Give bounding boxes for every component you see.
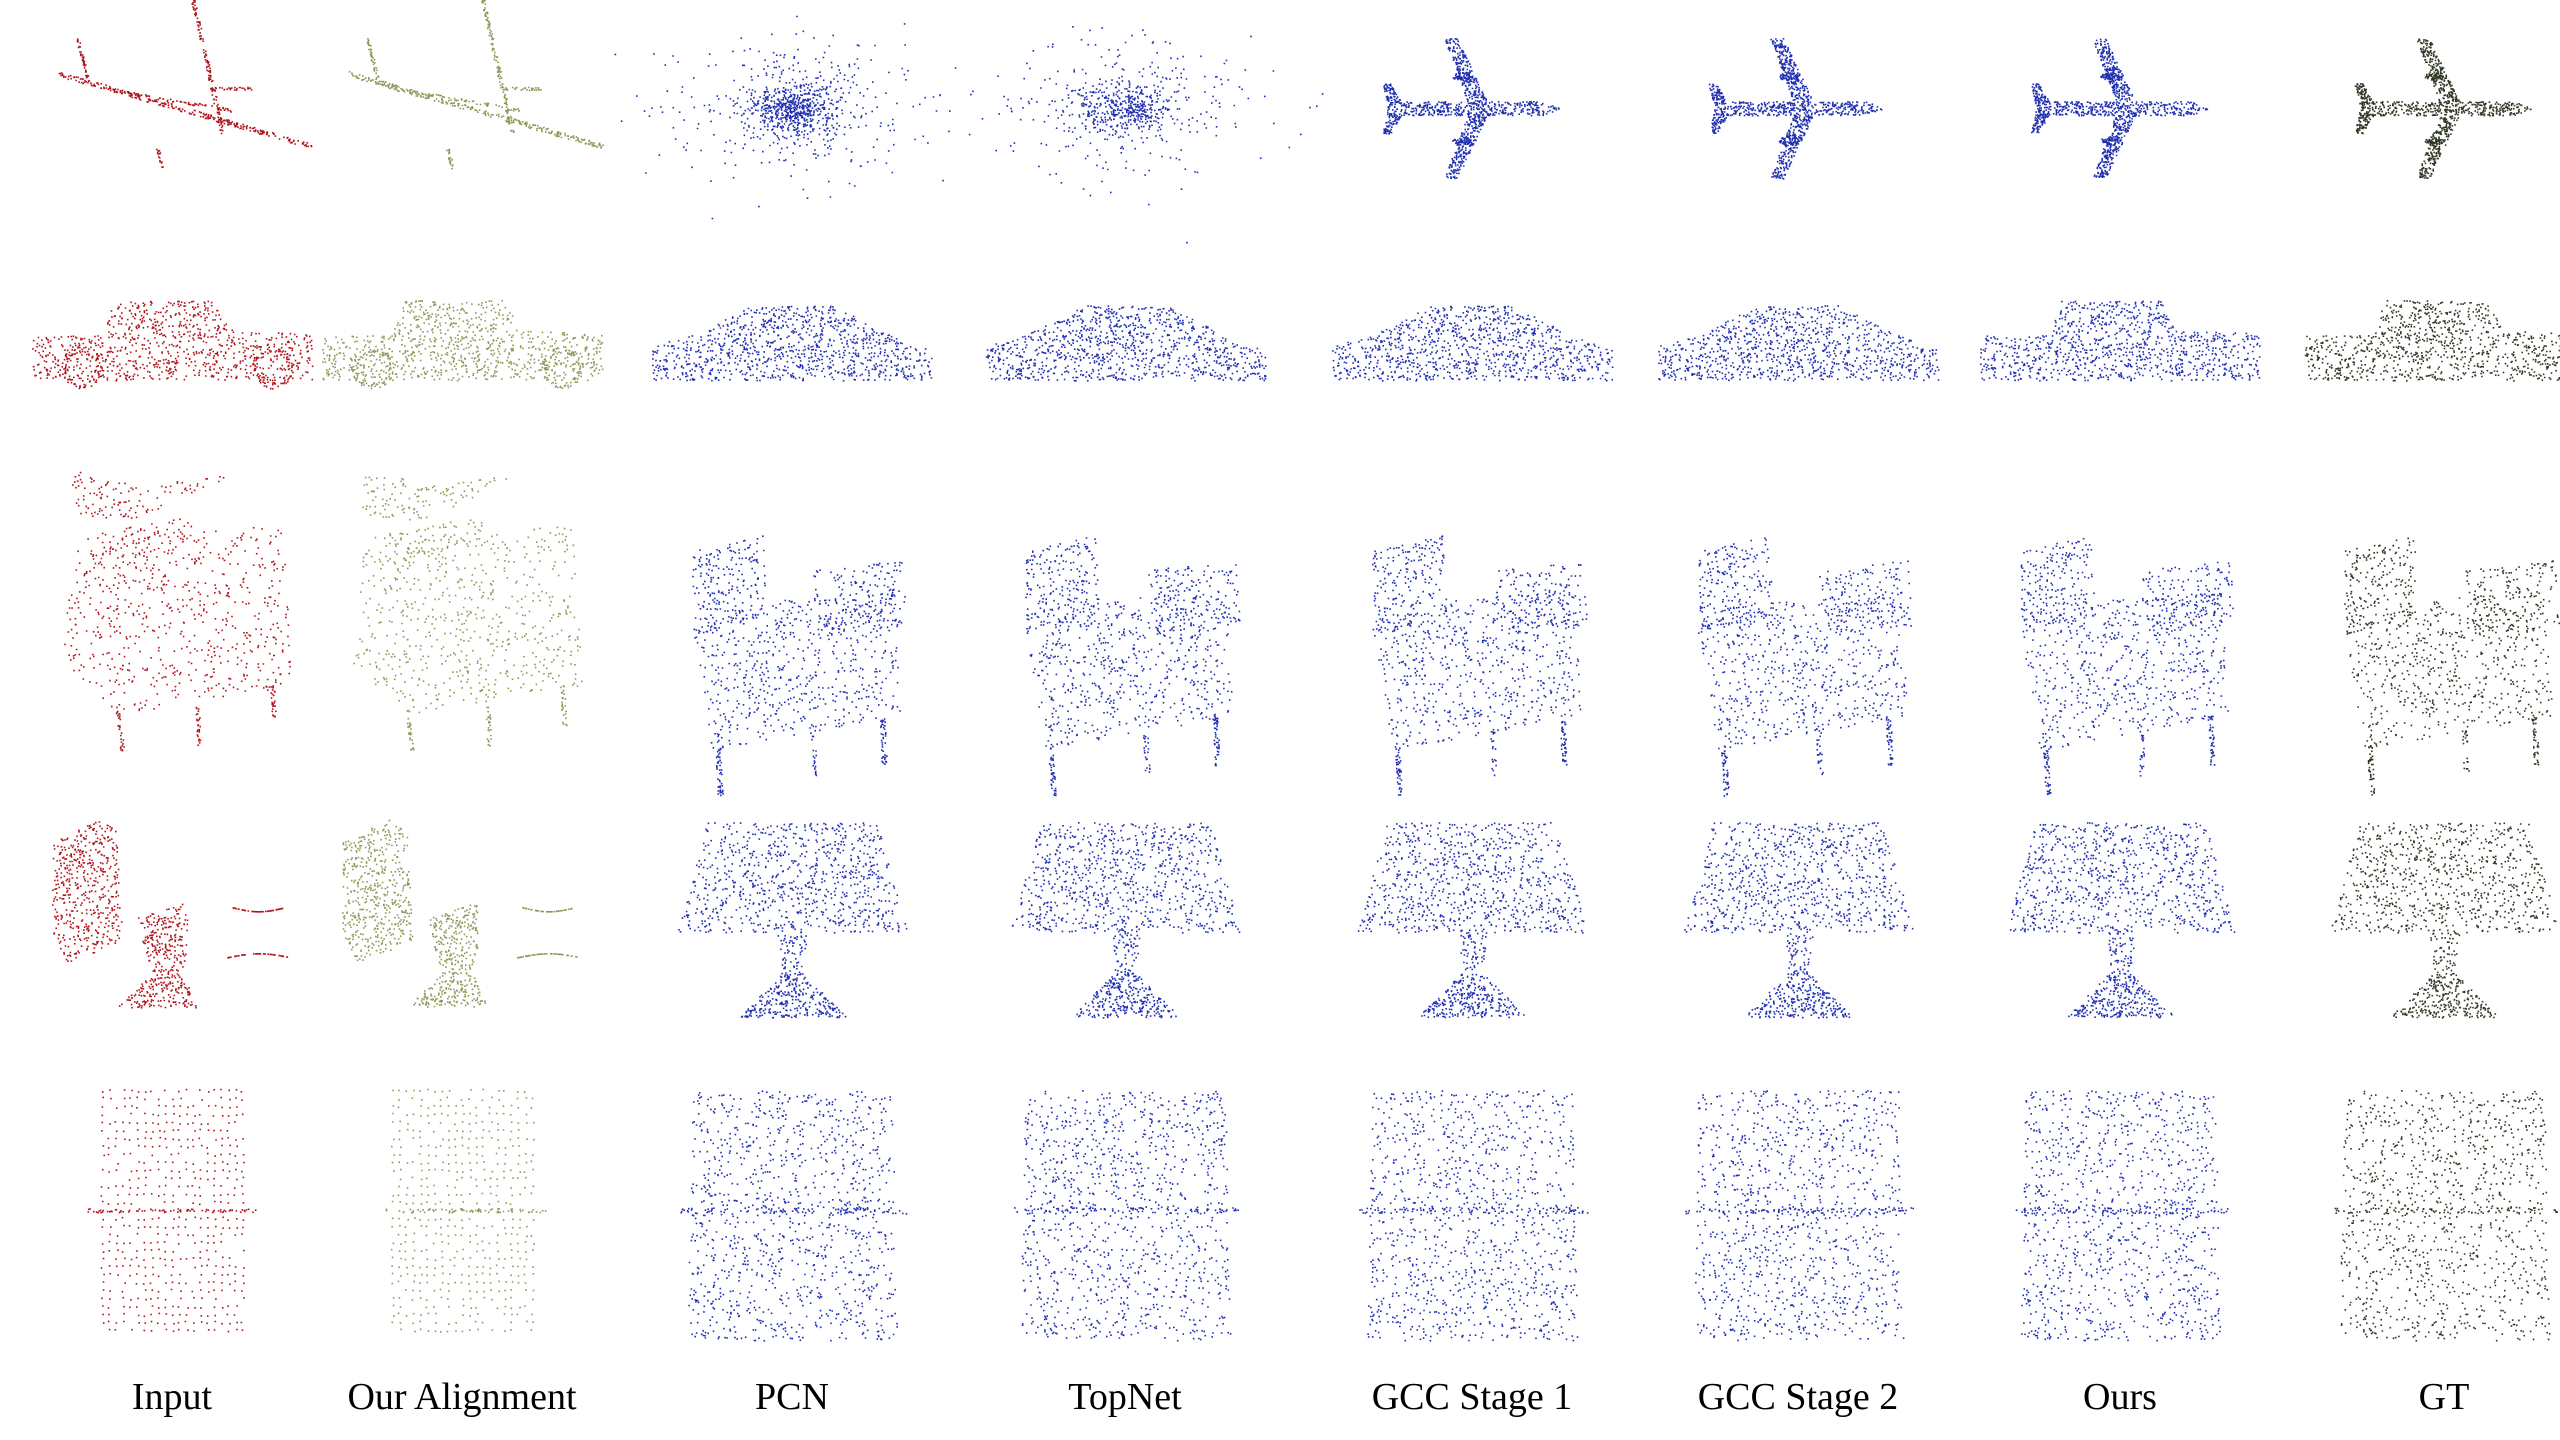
points-chair-alignment: [353, 476, 583, 751]
points-lamp-alignment: [342, 819, 578, 1008]
points-chair-gt: [2344, 537, 2560, 796]
point-cloud-cabinet-gcc2: [1685, 1090, 1914, 1342]
points-car-gcc1: [1332, 305, 1614, 382]
points-car-topnet: [985, 305, 1267, 382]
points-cabinet-gcc2: [1685, 1090, 1914, 1342]
points-cabinet-input: [87, 1088, 257, 1333]
point-cloud-car-gt: [2304, 300, 2560, 382]
column-label-ours: Ours: [2083, 1376, 2157, 1418]
point-cloud-cabinet-topnet: [1014, 1090, 1239, 1342]
points-cabinet-topnet: [1014, 1090, 1239, 1342]
point-cloud-car-topnet: [985, 305, 1267, 382]
points-lamp-input: [52, 821, 289, 1009]
point-cloud-chair-gt: [2344, 537, 2560, 796]
column-label-pcn: PCN: [755, 1376, 829, 1418]
points-cabinet-ours: [2015, 1090, 2229, 1342]
points-cabinet-gt: [2334, 1090, 2558, 1342]
point-cloud-cabinet-alignment: [385, 1088, 547, 1333]
point-cloud-chair-gcc2: [1698, 537, 1912, 797]
point-cloud-chair-gcc1: [1372, 535, 1588, 796]
point-cloud-chair-topnet: [1025, 537, 1241, 797]
points-lamp-gcc2: [1684, 822, 1914, 1019]
points-chair-input: [64, 471, 291, 752]
point-cloud-chair-alignment: [353, 476, 583, 751]
points-airplane-gt: [2354, 38, 2532, 179]
points-airplane-gcc1: [1383, 38, 1560, 180]
point-cloud-airplane-gcc2: [1708, 38, 1883, 180]
point-cloud-airplane-gt: [2354, 38, 2532, 179]
points-cabinet-pcn: [680, 1090, 908, 1342]
column-labels: Input Our Alignment PCN TopNet GCC Stage…: [0, 1378, 2560, 1438]
point-cloud-lamp-input: [52, 821, 289, 1009]
point-cloud-car-input: [32, 300, 314, 390]
points-airplane-pcn: [614, 15, 972, 220]
point-cloud-lamp-topnet: [1011, 822, 1241, 1019]
point-cloud-lamp-pcn: [678, 822, 908, 1019]
points-chair-gcc2: [1698, 537, 1912, 797]
point-cloud-car-ours: [1980, 300, 2261, 382]
points-car-alignment: [322, 300, 604, 390]
points-lamp-ours: [2009, 822, 2236, 1019]
points-car-gt: [2304, 300, 2560, 382]
point-cloud-airplane-gcc1: [1383, 38, 1560, 180]
point-cloud-lamp-alignment: [342, 819, 578, 1008]
point-cloud-chair-ours: [2020, 537, 2234, 796]
points-airplane-alignment: [348, 0, 604, 170]
point-cloud-cabinet-gt: [2334, 1090, 2558, 1342]
points-chair-topnet: [1025, 537, 1241, 797]
point-cloud-cabinet-gcc1: [1359, 1090, 1589, 1342]
point-cloud-chair-input: [64, 471, 291, 752]
points-cabinet-alignment: [385, 1088, 547, 1333]
point-cloud-airplane-alignment: [348, 0, 604, 170]
points-car-input: [32, 300, 314, 390]
points-lamp-gt: [2331, 822, 2557, 1019]
points-airplane-input: [58, 0, 313, 169]
point-cloud-car-gcc2: [1658, 305, 1940, 382]
point-cloud-cabinet-ours: [2015, 1090, 2229, 1342]
column-label-topnet: TopNet: [1068, 1376, 1182, 1418]
points-chair-ours: [2020, 537, 2234, 796]
points-airplane-ours: [2031, 38, 2209, 178]
point-cloud-lamp-gt: [2331, 822, 2557, 1019]
points-lamp-pcn: [678, 822, 908, 1019]
point-cloud-cabinet-pcn: [680, 1090, 908, 1342]
point-cloud-airplane-input: [58, 0, 313, 169]
column-label-input: Input: [131, 1376, 213, 1418]
points-car-pcn: [652, 305, 933, 382]
point-cloud-car-pcn: [652, 305, 933, 382]
point-cloud-lamp-gcc2: [1684, 822, 1914, 1019]
points-lamp-topnet: [1011, 822, 1241, 1019]
points-airplane-gcc2: [1708, 38, 1883, 180]
points-airplane-topnet: [914, 26, 1324, 244]
point-cloud-car-alignment: [322, 300, 604, 390]
points-chair-pcn: [692, 535, 906, 797]
point-cloud-cabinet-input: [87, 1088, 257, 1333]
points-car-gcc2: [1658, 305, 1940, 382]
point-cloud-lamp-gcc1: [1357, 822, 1585, 1019]
column-label-gcc-stage-2: GCC Stage 2: [1697, 1376, 1899, 1418]
points-chair-gcc1: [1372, 535, 1588, 796]
column-label-gcc-stage-1: GCC Stage 1: [1371, 1376, 1573, 1418]
point-cloud-chair-pcn: [692, 535, 906, 797]
point-cloud-airplane-pcn: [614, 15, 972, 220]
points-car-ours: [1980, 300, 2261, 382]
point-cloud-lamp-ours: [2009, 822, 2236, 1019]
point-cloud-airplane-ours: [2031, 38, 2209, 178]
point-cloud-car-gcc1: [1332, 305, 1614, 382]
points-cabinet-gcc1: [1359, 1090, 1589, 1342]
points-lamp-gcc1: [1357, 822, 1585, 1019]
column-label-our-alignment: Our Alignment: [347, 1376, 577, 1418]
column-label-gt: GT: [2418, 1376, 2470, 1418]
point-cloud-airplane-topnet: [914, 26, 1324, 244]
